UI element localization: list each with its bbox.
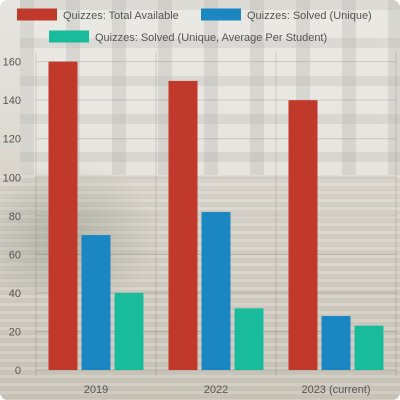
y-tick-label: 0 [15, 365, 21, 377]
bar-1-1 [48, 61, 78, 371]
y-axis: 0 20 40 60 80 100 120 140 160 [3, 57, 21, 377]
legend-item[interactable]: Quizzes: Solved (Unique, Average Per Stu… [49, 30, 327, 45]
legend-swatch [49, 30, 89, 43]
bar-1-3 [288, 100, 318, 370]
bars [48, 61, 384, 371]
legend-item[interactable]: Quizzes: Solved (Unique) [201, 8, 372, 23]
bar-2-2 [201, 211, 231, 370]
legend-label: Quizzes: Solved (Unique) [247, 10, 372, 22]
legend: Quizzes: Total Available Quizzes: Solved … [17, 8, 372, 45]
bar-2-3 [321, 316, 351, 370]
y-tick-label: 80 [9, 211, 21, 223]
legend-item[interactable]: Quizzes: Total Available [17, 8, 179, 23]
bar-3-1 [114, 292, 144, 370]
y-tick-label: 140 [3, 95, 21, 107]
legend-label: Quizzes: Total Available [63, 10, 179, 22]
y-tick-label: 20 [9, 326, 21, 338]
y-tick-label: 100 [3, 172, 21, 184]
legend-swatch [201, 8, 241, 21]
x-tick-label: 2023 (current) [301, 384, 370, 396]
bar-1-2 [168, 80, 198, 370]
x-tick-label: 2022 [204, 384, 228, 396]
legend-label: Quizzes: Solved (Unique, Average Per Stu… [95, 32, 327, 44]
bar-3-2 [234, 308, 264, 370]
bar-2-1 [81, 235, 111, 370]
y-tick-label: 40 [9, 288, 21, 300]
y-tick-label: 60 [9, 249, 21, 261]
x-axis: 2019 2022 2023 (current) [84, 384, 371, 396]
legend-swatch [17, 8, 57, 21]
x-tick-label: 2019 [84, 384, 108, 396]
y-tick-label: 120 [3, 134, 21, 146]
bar-3-3 [354, 325, 384, 370]
y-tick-label: 160 [3, 57, 21, 69]
